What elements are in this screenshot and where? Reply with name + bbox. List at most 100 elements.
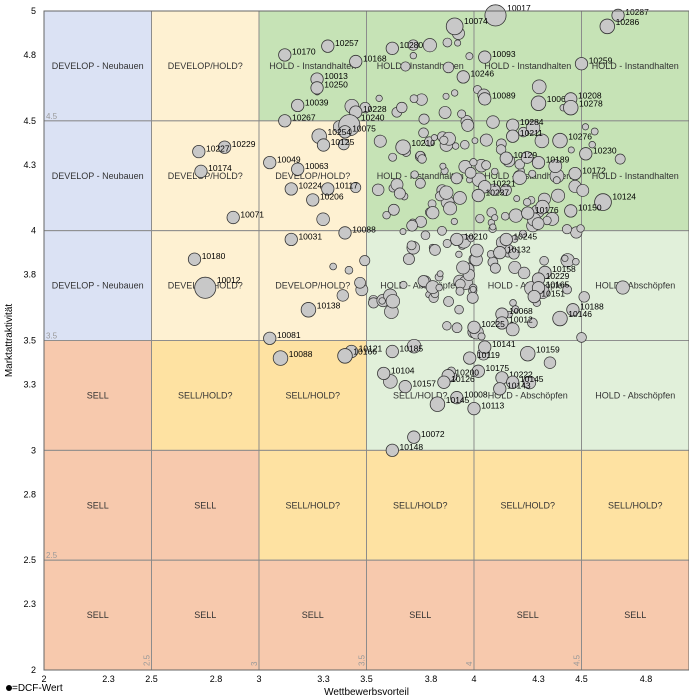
- data-point: [439, 162, 447, 170]
- data-point: [561, 254, 569, 262]
- cell-label: HOLD - Instandhalten: [484, 171, 571, 181]
- cell-label: HOLD - Abschöpfen: [488, 390, 568, 400]
- data-point: [445, 17, 464, 36]
- data-label: 10208: [578, 91, 602, 101]
- data-label: 10049: [277, 154, 301, 164]
- y-tick-label: 4.8: [23, 50, 36, 60]
- matrix-cell: [151, 559, 260, 671]
- data-label: 10245: [513, 231, 537, 241]
- data-point: [467, 320, 481, 334]
- data-point: [400, 61, 411, 72]
- data-point: [519, 229, 527, 238]
- data-label: 10129: [513, 150, 537, 160]
- data-point: [443, 296, 454, 307]
- data-label: 10168: [363, 53, 387, 63]
- data-point: [316, 138, 331, 152]
- data-point: [562, 284, 572, 295]
- data-point: [552, 132, 568, 149]
- data-point: [517, 266, 531, 280]
- x-tick-label: 2.3: [102, 674, 115, 684]
- legend-swatch-icon: [6, 685, 12, 692]
- data-point: [499, 151, 513, 165]
- data-point: [521, 206, 535, 220]
- data-label: 10089: [492, 91, 516, 101]
- matrix-cell: [43, 230, 152, 341]
- data-label: 10210: [464, 231, 488, 241]
- data-point: [491, 214, 499, 222]
- data-label: 10250: [324, 80, 348, 90]
- data-point: [263, 155, 277, 170]
- data-point: [508, 248, 520, 260]
- data-point: [375, 94, 383, 102]
- data-point: [466, 291, 479, 304]
- matrix-cell: [581, 230, 689, 341]
- data-point: [451, 89, 459, 97]
- data-point: [461, 118, 475, 132]
- data-label: 10031: [298, 231, 322, 241]
- x-tick-label: 3.3: [317, 674, 330, 684]
- data-label: 10145: [446, 395, 470, 405]
- x-tick-label: 4.5: [575, 674, 588, 684]
- data-point: [442, 92, 450, 100]
- cell-label: SELL: [194, 610, 216, 620]
- data-point: [493, 246, 507, 260]
- data-label: 10166: [353, 347, 377, 357]
- y-tick-label: 3.3: [23, 379, 36, 389]
- cell-label: SELL/HOLD?: [500, 500, 555, 510]
- data-point: [508, 208, 523, 223]
- data-point: [422, 38, 437, 53]
- cell-label: HOLD - Instandhalten: [377, 171, 464, 181]
- data-point: [576, 184, 590, 197]
- data-point: [590, 127, 599, 136]
- cell-label: DEVELOP - Neubauen: [52, 281, 144, 291]
- data-point: [272, 350, 289, 366]
- data-point: [563, 99, 579, 116]
- data-point: [407, 430, 421, 444]
- matrix-cell: [581, 340, 689, 451]
- data-point: [539, 256, 549, 266]
- data-point: [451, 142, 460, 150]
- data-point: [377, 366, 391, 381]
- data-point: [475, 213, 485, 224]
- inner-x-mark: 3: [250, 661, 259, 666]
- data-label: 10172: [582, 165, 606, 175]
- data-point: [426, 206, 440, 220]
- data-point: [437, 225, 447, 236]
- data-label: 10039: [305, 97, 329, 107]
- data-point: [406, 219, 418, 232]
- data-point: [552, 176, 561, 185]
- data-point: [566, 303, 580, 317]
- data-point: [548, 159, 563, 173]
- data-label: 10104: [391, 365, 415, 375]
- data-label: 10259: [589, 56, 613, 66]
- data-point: [527, 317, 538, 329]
- cell-label: SELL/HOLD?: [608, 500, 663, 510]
- y-tick-label: 4.5: [23, 116, 36, 126]
- data-label: 10230: [593, 146, 617, 156]
- cell-label: SELL: [624, 610, 646, 620]
- data-label: 10012: [509, 315, 533, 325]
- data-label: 10286: [616, 17, 640, 27]
- cell-label: HOLD - Instandhalten: [269, 61, 356, 71]
- y-tick-label: 2: [31, 665, 36, 675]
- data-point: [599, 18, 616, 35]
- data-point: [385, 294, 400, 309]
- data-point: [478, 180, 492, 194]
- data-point: [187, 252, 202, 266]
- data-point: [574, 57, 589, 71]
- data-label: 10174: [208, 163, 232, 173]
- data-point: [450, 217, 458, 226]
- data-point: [406, 338, 422, 354]
- data-point: [406, 240, 417, 251]
- data-label: 10126: [451, 374, 475, 384]
- data-point: [531, 217, 545, 230]
- data-label: 10013: [324, 71, 348, 81]
- cell-label: SELL/HOLD?: [178, 390, 233, 400]
- data-point: [226, 210, 240, 225]
- data-point: [310, 81, 324, 95]
- cell-label: SELL/HOLD?: [285, 390, 340, 400]
- data-point: [526, 120, 541, 135]
- y-tick-label: 4.3: [23, 160, 36, 170]
- data-point: [457, 109, 467, 119]
